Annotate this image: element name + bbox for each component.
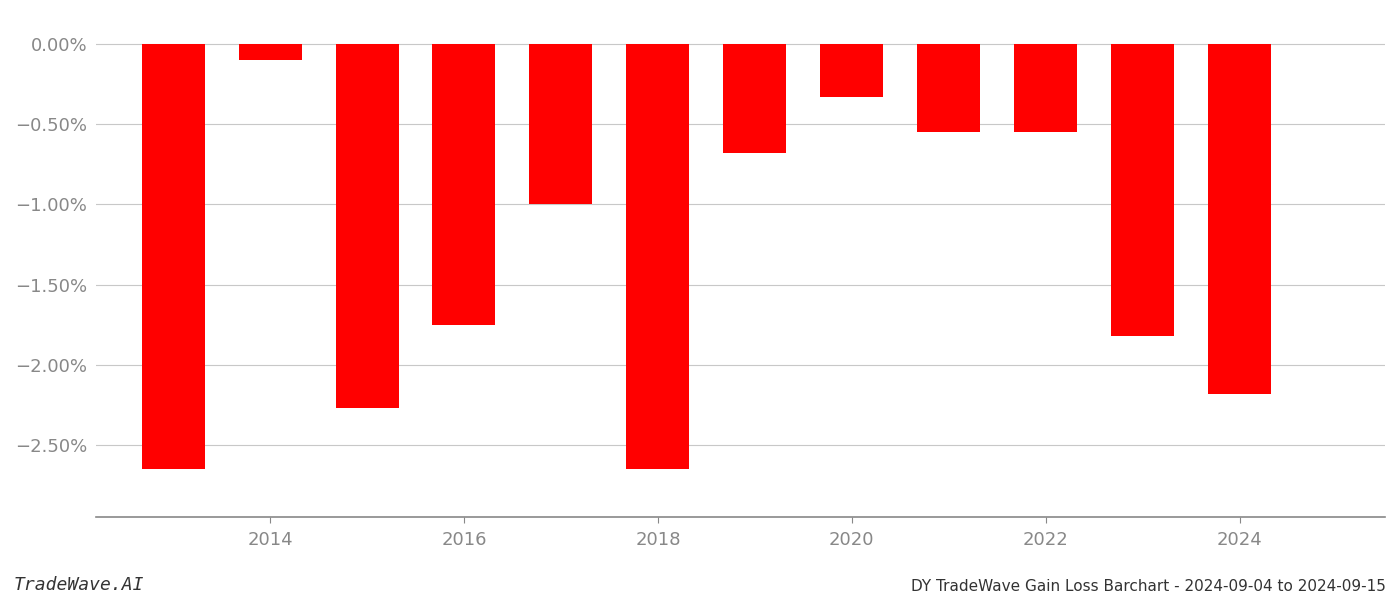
Bar: [626, 44, 689, 469]
Bar: [529, 44, 592, 204]
Bar: [336, 44, 399, 408]
Bar: [238, 44, 301, 60]
Text: DY TradeWave Gain Loss Barchart - 2024-09-04 to 2024-09-15: DY TradeWave Gain Loss Barchart - 2024-0…: [911, 579, 1386, 594]
Bar: [141, 44, 204, 469]
Bar: [1014, 44, 1077, 132]
Bar: [1208, 44, 1271, 394]
Text: TradeWave.AI: TradeWave.AI: [14, 576, 144, 594]
Bar: [433, 44, 496, 325]
Bar: [1112, 44, 1175, 336]
Bar: [820, 44, 883, 97]
Bar: [724, 44, 787, 153]
Bar: [917, 44, 980, 132]
